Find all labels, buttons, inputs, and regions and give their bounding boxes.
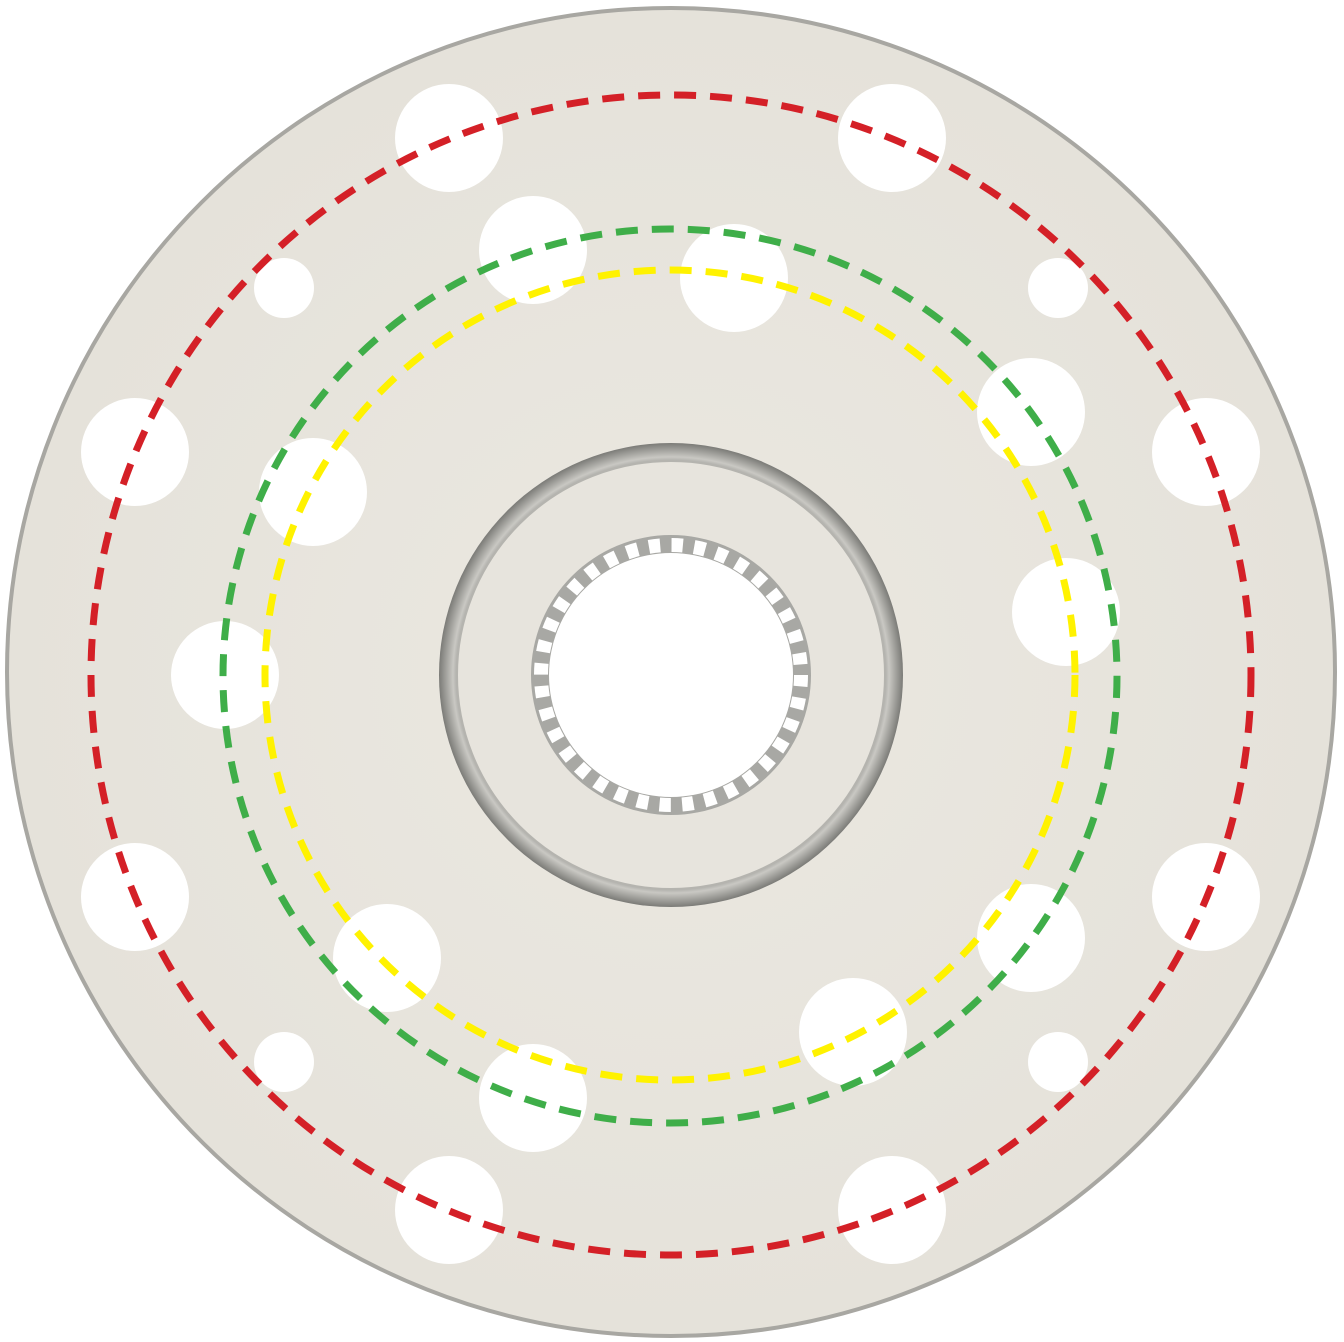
hole bbox=[1028, 1032, 1088, 1092]
hole bbox=[1028, 258, 1088, 318]
hole bbox=[1012, 558, 1120, 666]
outer-holes bbox=[81, 84, 1260, 1264]
spline-teeth bbox=[534, 538, 808, 812]
green-dashed-circle bbox=[219, 225, 1121, 1127]
hole bbox=[254, 258, 314, 318]
small-holes bbox=[254, 258, 1088, 1092]
hole bbox=[838, 1156, 946, 1264]
hole bbox=[680, 224, 788, 332]
red-dashed-circle bbox=[87, 91, 1255, 1259]
hole bbox=[799, 978, 907, 1086]
hole bbox=[977, 884, 1085, 992]
hole bbox=[1152, 398, 1260, 506]
bore bbox=[549, 553, 793, 797]
hole bbox=[395, 1156, 503, 1264]
yellow-dashed-circle bbox=[261, 266, 1079, 1084]
hole bbox=[254, 1032, 314, 1092]
hole bbox=[259, 438, 367, 546]
hole bbox=[81, 398, 189, 506]
hole bbox=[479, 196, 587, 304]
